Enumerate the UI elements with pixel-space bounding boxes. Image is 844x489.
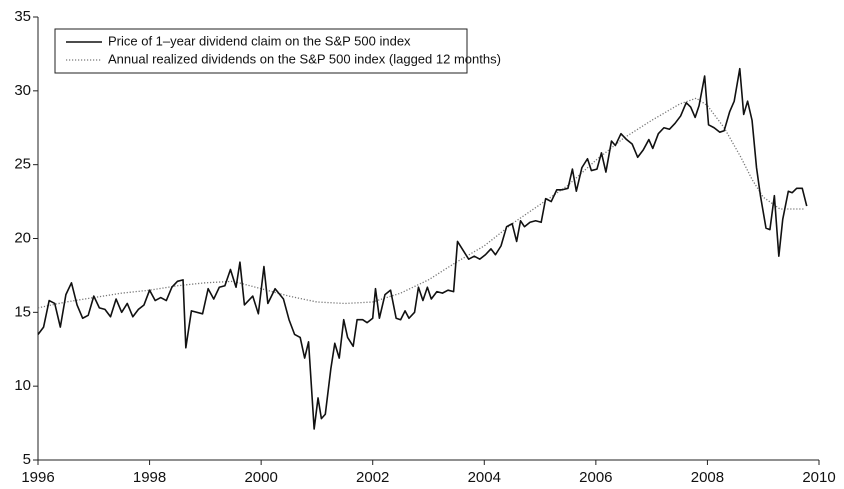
y-tick-label: 5 (23, 451, 31, 468)
y-tick-label: 10 (14, 377, 31, 394)
x-tick-label: 2010 (802, 469, 835, 486)
y-tick-label: 30 (14, 82, 31, 99)
x-tick-label: 1998 (133, 469, 166, 486)
legend-box (54, 28, 468, 74)
x-tick-label: 2006 (579, 469, 612, 486)
legend-text: Price of 1–year dividend claim on the S&… (108, 33, 411, 48)
x-tick-label: 2008 (691, 469, 724, 486)
y-tick-label: 20 (14, 229, 31, 246)
y-tick-label: 25 (14, 156, 31, 173)
x-tick-label: 2004 (468, 469, 501, 486)
x-tick-label: 1996 (21, 469, 54, 486)
x-tick-label: 2002 (356, 469, 389, 486)
legend-text: Annual realized dividends on the S&P 500… (108, 51, 501, 66)
y-tick-label: 15 (14, 303, 31, 320)
series-line (37, 97, 806, 309)
series-line (37, 67, 808, 430)
x-tick-label: 2000 (244, 469, 277, 486)
y-tick-label: 35 (14, 8, 31, 25)
